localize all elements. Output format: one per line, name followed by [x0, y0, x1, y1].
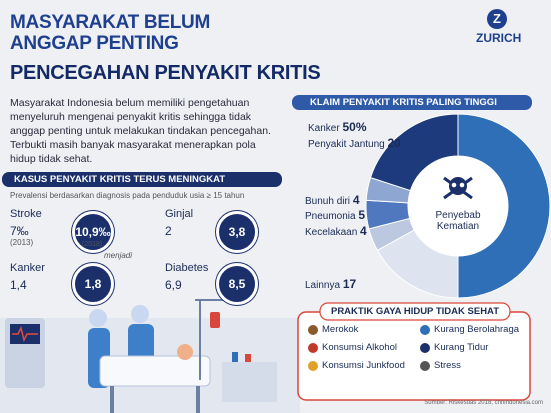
- title-line: PENCEGAHAN PENYAKIT KRITIS: [10, 62, 321, 84]
- title-line: ANGGAP PENTING: [10, 33, 179, 54]
- donut-center-label: Penyebab Kematian: [433, 210, 483, 232]
- lifestyle-title-pill: [319, 302, 511, 321]
- claim-label-row: Kanker 50%: [308, 120, 367, 134]
- case-name: Diabetes: [165, 262, 209, 274]
- lifestyle-icon: [308, 325, 318, 335]
- claim-label: Bunuh diri: [305, 196, 351, 207]
- case-after: 1,8: [84, 277, 102, 291]
- donut-chart: [365, 113, 551, 299]
- claim-label: Kanker: [308, 123, 340, 134]
- claim-label-row: Bunuh diri 4: [305, 193, 360, 207]
- case-name: Stroke: [10, 208, 42, 220]
- intro-paragraph: Masyarakat Indonesia belum memiliki peng…: [10, 97, 271, 165]
- case-after: 8,5: [228, 277, 246, 291]
- claim-label-row: Pneumonia 5: [305, 208, 365, 222]
- case-after-year: (2018): [82, 241, 103, 248]
- claim-value: 5: [358, 208, 366, 222]
- lifestyle-item: Konsumsi Junkfood: [322, 360, 405, 371]
- claim-value: 50%: [342, 120, 367, 134]
- claim-value: 17: [342, 277, 357, 291]
- source-note: Sumber: Riskesdas 2018, cnnindonesia.com: [424, 400, 543, 406]
- logo-text: ZURICH: [476, 31, 522, 45]
- hospital-illustration: [0, 299, 300, 413]
- claim-label-row: Kecelakaan 4: [305, 224, 367, 238]
- case-before: 6,9: [165, 278, 182, 292]
- case-before-year: (2013): [10, 238, 34, 247]
- lifestyle-icon: [308, 343, 318, 353]
- lifestyle-icon: [420, 361, 430, 371]
- lifestyle-item: Kurang Berolahraga: [434, 324, 520, 335]
- logo-mark: [487, 9, 507, 29]
- case-after: 3,8: [228, 225, 246, 239]
- section-title: PRAKTIK GAYA HIDUP TIDAK SEHAT: [330, 306, 500, 317]
- claim-label-row: Penyakit Jantung 20: [308, 136, 401, 150]
- case-after-circle: 3,8: [216, 211, 258, 253]
- case-name: Ginjal: [165, 208, 194, 220]
- claim-label: Kecelakaan: [305, 227, 358, 238]
- section-bar: [2, 172, 282, 187]
- case-before: 1,4: [10, 278, 27, 292]
- lifestyle-item: Konsumsi Alkohol: [322, 342, 397, 353]
- lifestyle-item: Kurang Tidur: [434, 342, 489, 353]
- claim-label-row: Lainnya 17: [305, 277, 356, 291]
- claim-label: Pneumonia: [305, 211, 356, 222]
- case-name: Kanker: [10, 262, 45, 274]
- connector-label: menjadi: [104, 251, 133, 260]
- section-title: KLAIM PENYAKIT KRITIS PALING TINGGI: [310, 97, 497, 108]
- claim-label: Lainnya: [305, 280, 341, 291]
- claim-value: 20: [387, 136, 401, 150]
- lifestyle-icon: [420, 343, 430, 353]
- case-after: 10,9‰: [75, 225, 111, 239]
- title-line: MASYARAKAT BELUM: [10, 12, 210, 33]
- case-before: 2: [165, 224, 172, 238]
- lifestyle-item: Stress: [434, 360, 461, 371]
- claim-value: 4: [360, 224, 367, 238]
- donut-center-line: Kematian: [436, 221, 480, 232]
- donut-center-line: Penyebab: [435, 210, 481, 221]
- lifestyle-icon: [308, 361, 318, 371]
- case-after-circle: 1,8: [72, 263, 114, 305]
- claim-value: 4: [352, 193, 360, 207]
- lifestyle-item: Merokok: [322, 324, 359, 335]
- logo-glyph: Z: [493, 11, 501, 26]
- lifestyle-icon: [420, 325, 430, 335]
- section-subtitle: Prevalensi berdasarkan diagnosis pada pe…: [10, 191, 245, 200]
- case-after-circle: 8,5: [216, 263, 258, 305]
- skull-icon: [443, 176, 473, 200]
- case-after-circle: 10,9‰: [72, 211, 114, 253]
- claim-label: Penyakit Jantung: [308, 139, 385, 150]
- case-before: 7‰: [10, 224, 29, 238]
- donut-hole: [408, 156, 508, 256]
- section-title: KASUS PENYAKIT KRITIS TERUS MENINGKAT: [14, 174, 226, 185]
- section-bar: [292, 95, 532, 110]
